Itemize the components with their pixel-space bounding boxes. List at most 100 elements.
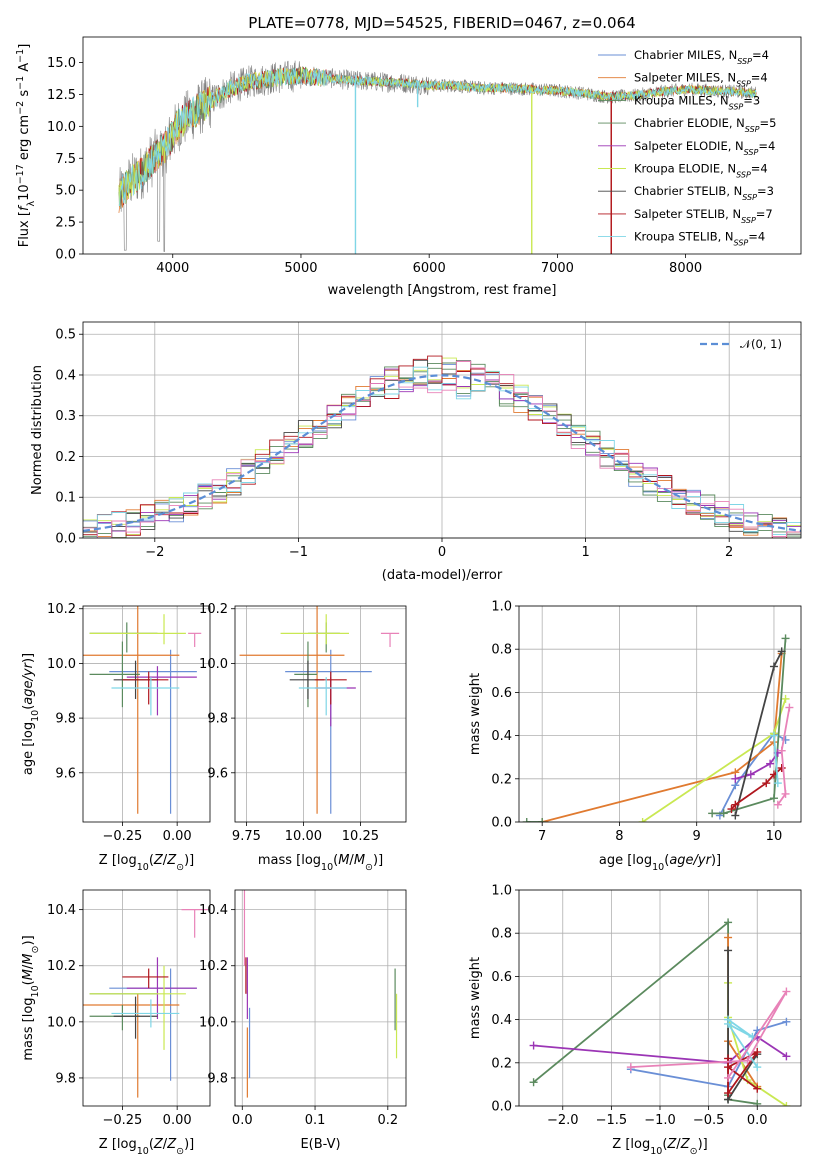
legend-label: Salpeter STELIB, NSSP=7: [634, 207, 773, 225]
legend-label: Chabrier MILES, NSSP=4: [634, 48, 769, 66]
y-tick-label: 9.8: [55, 1071, 76, 1086]
legend-label: Chabrier STELIB, NSSP=3: [634, 184, 774, 202]
weight-marker: [769, 731, 778, 740]
x-tick-label: 10: [766, 829, 783, 844]
axes-frame: [518, 889, 802, 1107]
weight-marker: [753, 1099, 762, 1106]
y-tick-label: 10.4: [47, 903, 76, 918]
x-tick-label: 10.00: [285, 829, 322, 844]
x-tick-label: 0: [438, 545, 446, 560]
errorbar-point: [126, 666, 197, 716]
errorbar-point: [89, 965, 186, 1050]
y-tick-label: 10.0: [199, 1015, 228, 1030]
errorbar-point: [89, 622, 158, 653]
y-tick-label: 12.5: [47, 88, 76, 103]
weight-marker: [781, 634, 790, 643]
y-tick-label: 0.0: [491, 816, 512, 831]
weight-marker: [731, 800, 740, 809]
errorbar-point: [89, 1005, 140, 1031]
weight-marker: [724, 1063, 733, 1072]
errorbar-point: [298, 677, 347, 716]
weight-line: [773, 735, 779, 784]
weight-marker: [773, 779, 782, 788]
y-tick-label: 0.3: [55, 409, 76, 424]
x-axis-label: (data-model)/error: [382, 568, 503, 583]
x-tick-label: −1: [289, 545, 308, 560]
x-tick-label: 1: [581, 545, 589, 560]
weight-marker: [766, 759, 775, 768]
weight-line: [642, 698, 787, 822]
weight-marker: [762, 779, 771, 788]
x-tick-label: 10.25: [342, 829, 379, 844]
weight-line: [630, 990, 788, 1079]
errorbar-point: [280, 614, 349, 645]
weight-line: [630, 1020, 787, 1088]
legend-label: Kroupa STELIB, NSSP=4: [634, 230, 765, 248]
chart-mass-vs-ebv: 0.0 0.1 0.2 9.8 10.0 10.2 10.4 E(B-V): [199, 889, 407, 1152]
y-tick-label: 0.8: [491, 643, 512, 658]
y-tick-label: 0.8: [491, 927, 512, 942]
x-tick-label: 0.1: [305, 1113, 326, 1128]
errorbar-point: [111, 677, 180, 716]
y-tick-label: 9.8: [207, 712, 228, 727]
errorbar-point: [307, 622, 340, 653]
weight-marker: [785, 703, 794, 712]
errorbar-point: [83, 993, 180, 1098]
weight-marker: [769, 662, 778, 671]
weight-marker: [522, 818, 531, 822]
legend-label: Kroupa ELODIE, NSSP=4: [634, 162, 768, 180]
y-tick-label: 0.6: [491, 686, 512, 701]
y-axis-label: mass [log10(M/M⊙)]: [21, 935, 41, 1060]
legend-label: Salpeter ELODIE, NSSP=4: [634, 139, 775, 157]
y-axis-label: age [log10(age/yr)]: [21, 653, 41, 775]
weight-line: [735, 752, 779, 780]
y-tick-label: 0.2: [491, 1056, 512, 1071]
weight-marker: [529, 1041, 538, 1050]
plot-area: [83, 606, 202, 814]
weight-line: [719, 732, 786, 816]
weight-marker: [753, 1084, 762, 1093]
weight-marker: [529, 1078, 538, 1087]
x-tick-label: −2: [145, 545, 164, 560]
weight-marker: [727, 805, 736, 814]
y-tick-label: 10.2: [47, 959, 76, 974]
errorbar-point: [89, 641, 140, 708]
errorbar-point: [89, 614, 186, 645]
model-line: [118, 68, 757, 207]
legend-label: Chabrier ELODIE, NSSP=5: [634, 116, 776, 134]
x-tick-label: 0.00: [163, 829, 192, 844]
plot-area: [243, 890, 398, 1098]
x-tick-label: 2: [725, 545, 733, 560]
y-tick-label: 1.0: [491, 884, 512, 899]
x-tick-label: 0.0: [747, 1113, 768, 1128]
weight-marker: [777, 647, 786, 656]
x-tick-label: 0.00: [163, 1113, 192, 1128]
weight-line: [727, 1018, 758, 1068]
weight-marker: [538, 818, 547, 822]
weight-marker: [638, 818, 647, 822]
y-axis-label: Flux [fλ10−17 erg cm−2 s−1 A−1]: [15, 44, 37, 248]
x-tick-label: 0.0: [232, 1113, 253, 1128]
x-axis-label: Z [log10(Z/Z⊙)]: [99, 1137, 194, 1157]
chart-spectrum: 4000 5000 6000 7000 8000 0.0 2.5 5.0 7.5 10.0 12.5…: [15, 14, 802, 298]
y-tick-label: 0.4: [491, 729, 512, 744]
x-tick-label: −0.5: [693, 1113, 725, 1128]
plot-area: [239, 606, 400, 814]
y-tick-label: 0.0: [491, 1100, 512, 1115]
weight-marker: [724, 1019, 733, 1028]
x-tick-label: −0.25: [102, 829, 142, 844]
errorbar-point: [294, 641, 318, 708]
x-tick-label: 7: [538, 829, 546, 844]
x-tick-label: −2.0: [547, 1113, 579, 1128]
weight-marker: [782, 1052, 791, 1061]
y-tick-label: 10.0: [47, 1015, 76, 1030]
y-axis-label: Normed distribution: [30, 365, 45, 495]
plot-area: [529, 918, 791, 1106]
x-axis-label: mass [log10(M/M⊙)]: [258, 853, 383, 873]
y-tick-label: 10.0: [47, 657, 76, 672]
weight-line: [533, 1035, 787, 1064]
y-tick-label: 0.0: [55, 532, 76, 547]
weight-marker: [731, 774, 740, 783]
y-tick-label: 9.6: [55, 766, 76, 781]
